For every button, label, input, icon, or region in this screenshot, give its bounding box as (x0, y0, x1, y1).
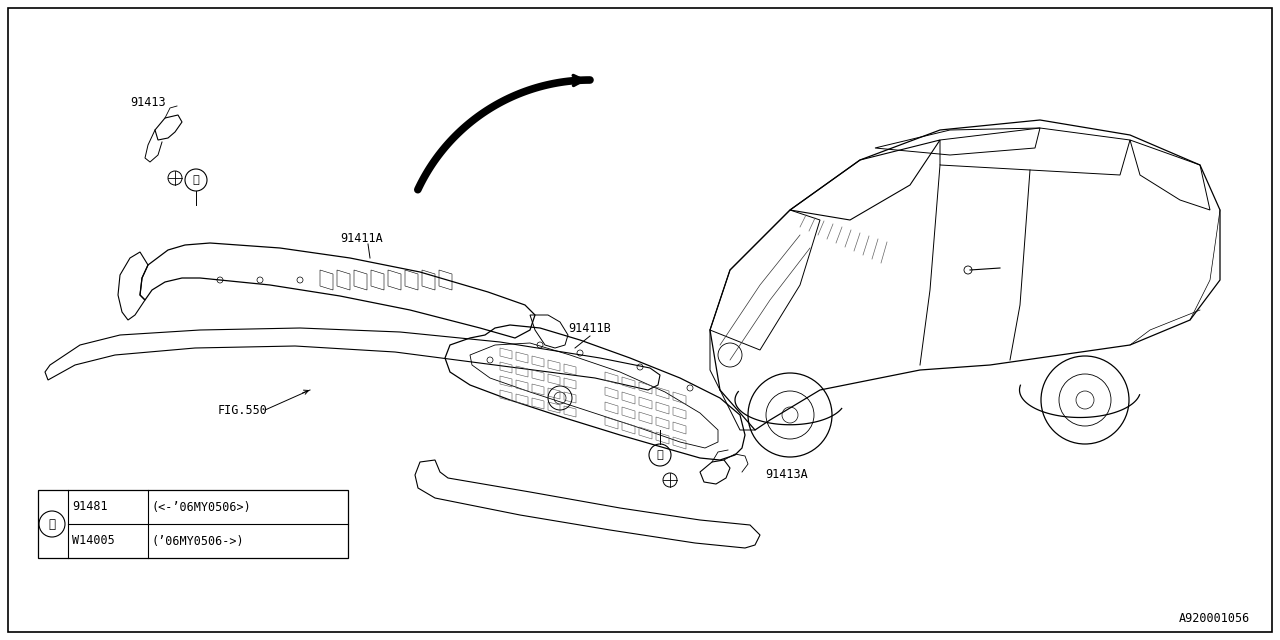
Text: A920001056: A920001056 (1179, 611, 1251, 625)
Text: ①: ① (192, 175, 200, 185)
Text: 91411B: 91411B (568, 321, 611, 335)
Text: (<-’06MY0506>): (<-’06MY0506>) (152, 500, 252, 513)
Text: 91411A: 91411A (340, 232, 383, 244)
Text: 91413: 91413 (131, 97, 165, 109)
Bar (38, 490, 348, 558)
Text: ①: ① (657, 450, 663, 460)
Text: 91481: 91481 (72, 500, 108, 513)
Text: W14005: W14005 (72, 534, 115, 547)
Text: FIG.550: FIG.550 (218, 403, 268, 417)
Text: ①: ① (49, 518, 55, 531)
Text: (’06MY0506->): (’06MY0506->) (152, 534, 244, 547)
Text: 91413A: 91413A (765, 467, 808, 481)
